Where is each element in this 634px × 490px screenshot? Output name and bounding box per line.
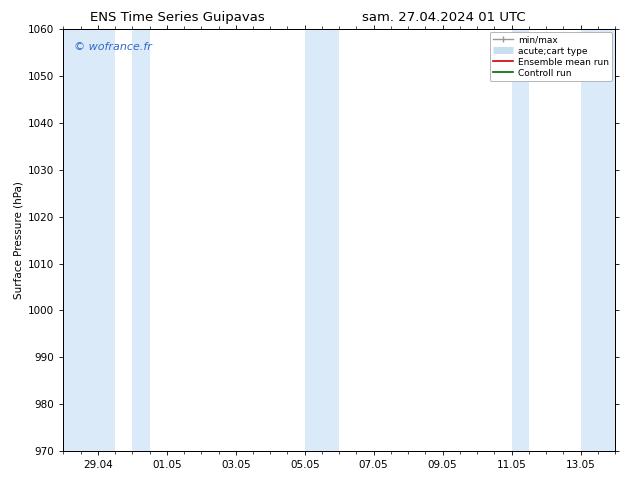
Text: ENS Time Series Guipavas: ENS Time Series Guipavas xyxy=(90,11,265,24)
Bar xyxy=(512,29,529,451)
Text: © wofrance.fr: © wofrance.fr xyxy=(74,42,152,52)
Bar xyxy=(581,29,615,451)
Bar xyxy=(63,29,115,451)
Bar xyxy=(133,29,150,451)
Legend: min/max, acute;cart type, Ensemble mean run, Controll run: min/max, acute;cart type, Ensemble mean … xyxy=(489,32,612,81)
Y-axis label: Surface Pressure (hPa): Surface Pressure (hPa) xyxy=(14,181,24,299)
Bar xyxy=(305,29,339,451)
Text: sam. 27.04.2024 01 UTC: sam. 27.04.2024 01 UTC xyxy=(362,11,526,24)
